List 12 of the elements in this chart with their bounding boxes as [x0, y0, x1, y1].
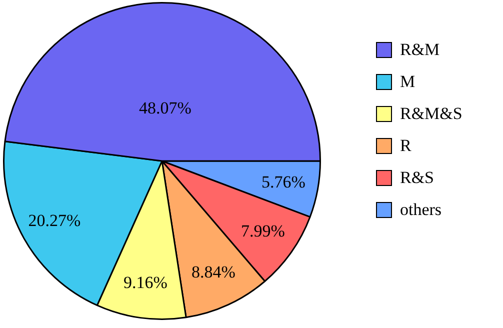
legend-label: R	[400, 136, 412, 156]
legend-label: M	[400, 72, 416, 92]
legend-label: others	[400, 200, 442, 220]
legend-label: R&S	[400, 168, 434, 188]
data-label: 48.07%	[139, 98, 192, 118]
data-label: 5.76%	[261, 172, 306, 192]
data-label: 9.16%	[123, 272, 168, 292]
data-label: 8.84%	[192, 262, 236, 282]
legend-label: R&M	[400, 40, 440, 60]
data-label: 7.99%	[241, 221, 285, 240]
data-label: 20.27%	[28, 210, 81, 230]
legend-label: R&M&S	[400, 104, 462, 124]
